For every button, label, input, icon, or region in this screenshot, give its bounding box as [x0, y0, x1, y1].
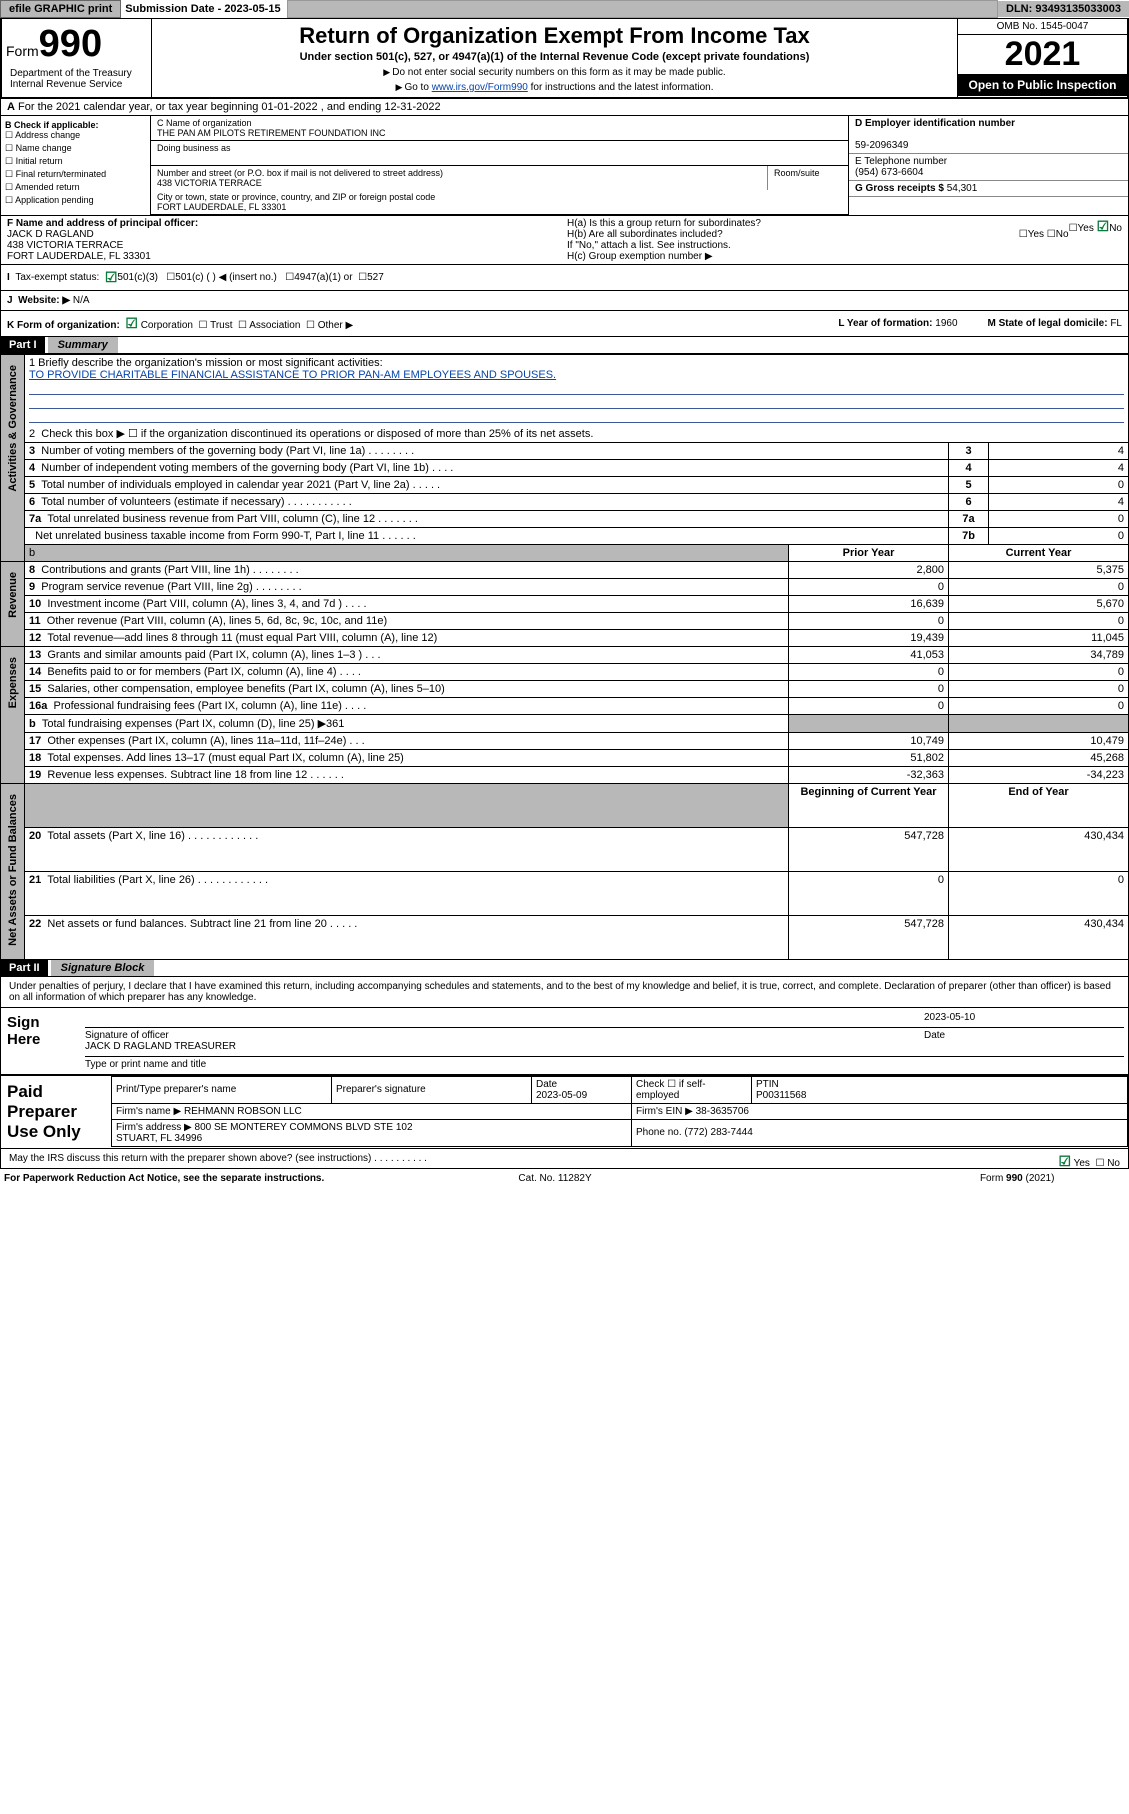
section-b-checkboxes: B Check if applicable: ☐ Address change … — [1, 116, 151, 215]
form-number: 990 — [39, 23, 102, 65]
firm-phone: (772) 283-7444 — [684, 1127, 752, 1138]
dln-label: DLN: 93493135033003 — [998, 1, 1129, 17]
agency-label: Department of the Treasury Internal Reve… — [6, 66, 147, 92]
firm-name: REHMANN ROBSON LLC — [184, 1106, 302, 1117]
cat-number: Cat. No. 11282Y — [518, 1173, 591, 1184]
form-header: Form990 Department of the Treasury Inter… — [0, 19, 1129, 99]
firm-ein: 38-3635706 — [696, 1106, 749, 1117]
efile-button[interactable]: efile GRAPHIC print — [0, 0, 121, 18]
form-label: Form — [6, 43, 39, 59]
goto-note: Go to www.irs.gov/Form990 for instructio… — [156, 82, 953, 93]
top-toolbar: efile GRAPHIC print Submission Date - 20… — [0, 0, 1129, 19]
year-formation: 1960 — [935, 318, 957, 329]
ptin: P00311568 — [756, 1090, 806, 1101]
paid-preparer-label: Paid Preparer Use Only — [1, 1076, 111, 1148]
mission-text: TO PROVIDE CHARITABLE FINANCIAL ASSISTAN… — [29, 369, 1124, 381]
ssn-note: Do not enter social security numbers on … — [156, 67, 953, 78]
irs-link[interactable]: www.irs.gov/Form990 — [432, 82, 528, 93]
form-title: Return of Organization Exempt From Incom… — [156, 23, 953, 49]
submission-date-label: Submission Date - 2023-05-15 — [125, 3, 280, 15]
website: N/A — [73, 295, 90, 306]
declaration-text: Under penalties of perjury, I declare th… — [1, 977, 1128, 1007]
org-city: FORT LAUDERDALE, FL 33301 — [157, 202, 286, 212]
part-i-header: Part I — [1, 337, 45, 353]
line-a-tax-period: A For the 2021 calendar year, or tax yea… — [0, 99, 1129, 116]
form-version: Form 990 (2021) — [980, 1173, 1054, 1184]
public-inspection: Open to Public Inspection — [958, 74, 1127, 96]
gross-receipts: 54,301 — [947, 183, 978, 194]
tax-year: 2021 — [958, 35, 1127, 74]
org-address: 438 VICTORIA TERRACE — [157, 178, 262, 188]
ein: 59-2096349 — [855, 140, 908, 151]
toolbar-spacer — [287, 0, 998, 18]
officer-name: JACK D RAGLAND — [7, 229, 94, 240]
form-subtitle: Under section 501(c), 527, or 4947(a)(1)… — [156, 51, 953, 63]
summary-table: Activities & Governance 1 Briefly descri… — [0, 354, 1129, 960]
phone: (954) 673-6604 — [855, 167, 923, 178]
domicile-state: FL — [1110, 318, 1122, 329]
paperwork-notice: For Paperwork Reduction Act Notice, see … — [4, 1173, 324, 1184]
part-ii-header: Part II — [1, 960, 48, 976]
sign-here-label: Sign Here — [1, 1008, 81, 1074]
org-name: THE PAN AM PILOTS RETIREMENT FOUNDATION … — [157, 128, 386, 138]
officer-signature-name: JACK D RAGLAND TREASURER — [85, 1041, 236, 1056]
omb-number: OMB No. 1545-0047 — [958, 19, 1127, 35]
